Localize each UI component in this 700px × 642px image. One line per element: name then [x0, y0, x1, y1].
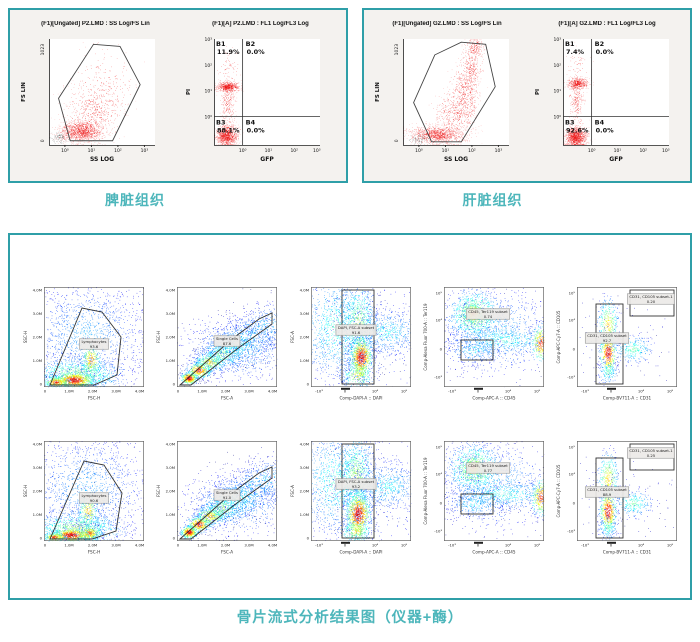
spleen-tissue-panel: (F1)[Ungated] P2.LMD : SS Log/FS Lin (F1…	[8, 8, 348, 183]
spleen-pi-vs-gfp-plot: (F1)[A] P2.LMD : FL1 Log/FL3 Log	[178, 13, 343, 178]
plot-cd31-cd105-row1	[551, 283, 682, 405]
density-plot-canvas	[417, 437, 549, 559]
flow-row-1	[18, 283, 682, 405]
plot-title: (F1)[A] P2.LMD : FL1 Log/FL3 Log	[212, 21, 309, 27]
density-plot-canvas	[417, 283, 549, 405]
liver-fs-vs-ss-plot: (F1)[Ungated] G2.LMD : SS Log/FS Lin	[367, 13, 527, 178]
scatter-plot-canvas	[367, 13, 527, 178]
plot-cd31-cd105-row2	[551, 437, 682, 559]
plot-title: (F1)[A] G2.LMD : FL1 Log/FL3 Log	[558, 21, 656, 27]
plot-single-cells-row2	[151, 437, 283, 559]
spleen-tissue-label: 脾脏组织	[105, 192, 165, 208]
plot-title: (F1)[Ungated] G2.LMD : SS Log/FS Lin	[392, 21, 502, 27]
density-plot-canvas	[18, 437, 149, 559]
density-plot-canvas	[551, 437, 682, 559]
figure-caption: 骨片流式分析结果图（仪器+酶）	[236, 610, 464, 626]
quadrant-plot-canvas	[178, 13, 343, 178]
quadrant-plot-canvas	[527, 13, 687, 178]
liver-tissue-panel: (F1)[Ungated] G2.LMD : SS Log/FS Lin (F1…	[362, 8, 692, 183]
density-plot-canvas	[284, 283, 416, 405]
plot-dapi-subset-row2	[284, 437, 416, 559]
density-plot-canvas	[18, 283, 149, 405]
bone-chip-flow-panel	[8, 233, 692, 600]
density-plot-canvas	[151, 437, 283, 559]
density-plot-canvas	[284, 437, 416, 559]
flow-row-2	[18, 437, 682, 559]
density-plot-canvas	[551, 283, 682, 405]
plot-dapi-subset-row1	[284, 283, 416, 405]
plot-cd45-ter119-row2	[417, 437, 549, 559]
plot-cd45-ter119-row1	[417, 283, 549, 405]
density-plot-canvas	[151, 283, 283, 405]
plot-title: (F1)[Ungated] P2.LMD : SS Log/FS Lin	[41, 21, 150, 27]
plot-lymphocytes-row2	[18, 437, 149, 559]
plot-lymphocytes-row1	[18, 283, 149, 405]
scatter-plot-canvas	[13, 13, 178, 178]
liver-pi-vs-gfp-plot: (F1)[A] G2.LMD : FL1 Log/FL3 Log	[527, 13, 687, 178]
spleen-fs-vs-ss-plot: (F1)[Ungated] P2.LMD : SS Log/FS Lin	[13, 13, 178, 178]
liver-tissue-label: 肝脏组织	[462, 192, 523, 208]
plot-single-cells-row1	[151, 283, 283, 405]
